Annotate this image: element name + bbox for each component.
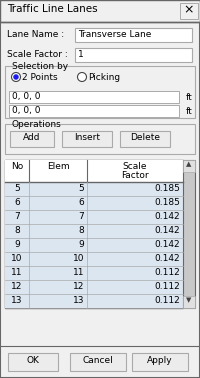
- Text: 0, 0, 0: 0, 0, 0: [12, 93, 40, 102]
- Text: 11: 11: [11, 268, 23, 277]
- Text: Scale: Scale: [123, 162, 147, 171]
- Text: ▼: ▼: [186, 297, 192, 304]
- Bar: [8, 353, 58, 371]
- Bar: [75, 28, 192, 42]
- Text: Elem: Elem: [47, 162, 69, 171]
- Bar: [0, 0, 200, 22]
- Bar: [70, 353, 126, 371]
- Text: 0.185: 0.185: [154, 198, 180, 207]
- Circle shape: [12, 73, 21, 82]
- Text: ft: ft: [186, 107, 193, 116]
- Text: 0.112: 0.112: [154, 282, 180, 291]
- Circle shape: [14, 74, 18, 79]
- Text: Lane Name :: Lane Name :: [7, 30, 64, 39]
- Text: 0.185: 0.185: [154, 184, 180, 193]
- Text: 1: 1: [78, 50, 84, 59]
- Text: 11: 11: [72, 268, 84, 277]
- Text: 5: 5: [78, 184, 84, 193]
- Circle shape: [78, 73, 86, 82]
- Text: 10: 10: [72, 254, 84, 263]
- Text: Picking: Picking: [88, 73, 120, 82]
- Bar: [9, 91, 179, 103]
- Text: 6: 6: [78, 198, 84, 207]
- Bar: [5, 252, 183, 266]
- Text: Selection by: Selection by: [12, 62, 68, 71]
- Text: 0.112: 0.112: [154, 268, 180, 277]
- Bar: [75, 48, 192, 62]
- Text: ▲: ▲: [186, 161, 192, 167]
- Text: 9: 9: [14, 240, 20, 249]
- Bar: [5, 66, 195, 118]
- Text: 9: 9: [78, 240, 84, 249]
- Text: 8: 8: [14, 226, 20, 235]
- Bar: [5, 160, 183, 308]
- Text: Transverse Lane: Transverse Lane: [78, 30, 151, 39]
- Bar: [183, 160, 195, 308]
- Text: Scale Factor :: Scale Factor :: [7, 50, 68, 59]
- Bar: [5, 210, 183, 224]
- Bar: [5, 160, 183, 182]
- Bar: [62, 131, 112, 147]
- Text: 0, 0, 0: 0, 0, 0: [12, 107, 40, 116]
- Bar: [132, 353, 188, 371]
- Text: Insert: Insert: [74, 133, 100, 142]
- Bar: [9, 105, 179, 117]
- Text: 13: 13: [11, 296, 23, 305]
- Text: 6: 6: [14, 198, 20, 207]
- Text: Add: Add: [23, 133, 41, 142]
- Text: 13: 13: [72, 296, 84, 305]
- Text: OK: OK: [27, 356, 39, 365]
- Text: Traffic Line Lanes: Traffic Line Lanes: [7, 4, 98, 14]
- Text: 0.112: 0.112: [154, 296, 180, 305]
- Bar: [5, 238, 183, 252]
- Text: 0.142: 0.142: [154, 212, 180, 221]
- Text: Delete: Delete: [130, 133, 160, 142]
- Text: Factor: Factor: [121, 171, 149, 180]
- Text: 12: 12: [11, 282, 23, 291]
- Bar: [5, 224, 183, 238]
- Bar: [5, 280, 183, 294]
- Bar: [5, 124, 195, 154]
- Text: 7: 7: [14, 212, 20, 221]
- Text: 12: 12: [73, 282, 84, 291]
- Bar: [5, 182, 183, 196]
- Text: 10: 10: [11, 254, 23, 263]
- Bar: [183, 160, 195, 172]
- Bar: [5, 266, 183, 280]
- Text: No: No: [11, 162, 23, 171]
- Text: 5: 5: [14, 184, 20, 193]
- Bar: [5, 294, 183, 308]
- Text: 7: 7: [78, 212, 84, 221]
- Text: Cancel: Cancel: [83, 356, 113, 365]
- Bar: [5, 196, 183, 210]
- Bar: [10, 131, 54, 147]
- Text: 0.142: 0.142: [154, 254, 180, 263]
- Text: 0.142: 0.142: [154, 226, 180, 235]
- Text: ft: ft: [186, 93, 193, 102]
- Bar: [183, 296, 195, 308]
- Bar: [120, 131, 170, 147]
- Text: Apply: Apply: [147, 356, 173, 365]
- Text: 8: 8: [78, 226, 84, 235]
- Text: 2 Points: 2 Points: [22, 73, 58, 82]
- Text: Operations: Operations: [12, 120, 62, 129]
- Bar: [180, 3, 198, 19]
- Text: 0.142: 0.142: [154, 240, 180, 249]
- Text: ×: ×: [184, 3, 194, 17]
